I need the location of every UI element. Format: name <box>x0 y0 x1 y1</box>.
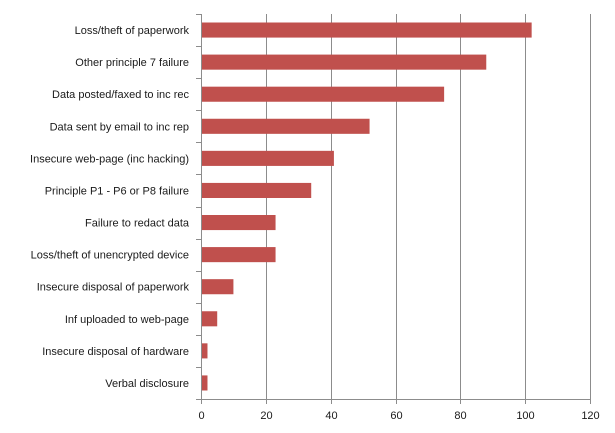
axes <box>196 14 591 404</box>
bar <box>202 375 208 391</box>
category-label: Failure to redact data <box>85 218 190 230</box>
x-tick-label: 60 <box>390 410 402 422</box>
bar <box>202 54 487 70</box>
category-label: Other principle 7 failure <box>75 57 189 69</box>
category-label: Data posted/faxed to inc rec <box>52 89 189 101</box>
bar <box>202 22 532 38</box>
bar <box>202 311 218 327</box>
x-tick-labels: 0 20 40 60 80 100 120 <box>198 410 599 422</box>
x-tick-label: 120 <box>581 410 599 422</box>
category-label: Loss/theft of unencrypted device <box>31 250 189 262</box>
x-tick-label: 0 <box>198 410 204 422</box>
bar <box>202 150 334 166</box>
bar <box>202 215 276 231</box>
category-label: Loss/theft of paperwork <box>75 25 190 37</box>
category-label: Verbal disclosure <box>105 378 189 390</box>
bars <box>202 22 532 391</box>
category-label: Insecure disposal of hardware <box>42 346 189 358</box>
bar <box>202 343 208 359</box>
gridlines <box>266 14 591 399</box>
bar <box>202 279 234 295</box>
bar <box>202 118 370 134</box>
category-labels: Loss/theft of paperwork Other principle 7… <box>30 25 190 390</box>
category-label: Insecure disposal of paperwork <box>37 282 190 294</box>
category-label: Insecure web-page (inc hacking) <box>30 153 189 165</box>
x-tick-label: 100 <box>516 410 534 422</box>
category-label: Data sent by email to inc rep <box>50 121 189 133</box>
bar <box>202 247 276 263</box>
category-label: Principle P1 - P6 or P8 failure <box>45 185 189 197</box>
bar <box>202 182 312 198</box>
category-label: Inf uploaded to web-page <box>65 314 189 326</box>
bar <box>202 86 445 102</box>
x-tick-label: 80 <box>454 410 466 422</box>
x-tick-label: 40 <box>325 410 337 422</box>
x-tick-label: 20 <box>260 410 272 422</box>
